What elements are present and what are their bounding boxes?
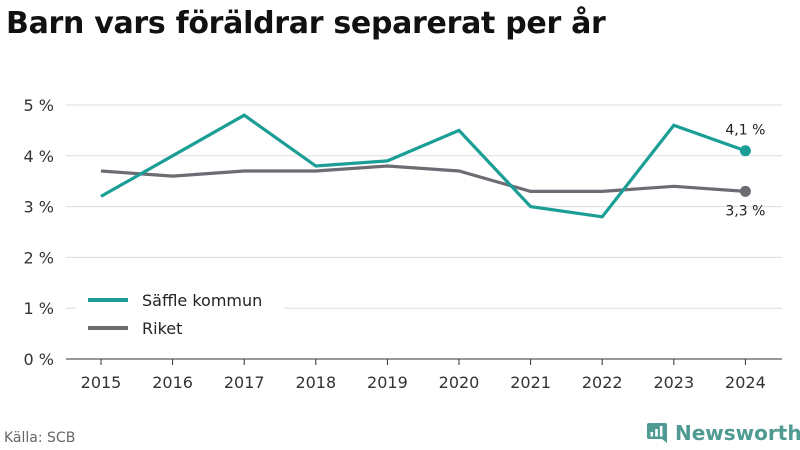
end-value-label: 4,1 %	[725, 123, 765, 139]
brand-name: Newsworthy	[675, 421, 800, 445]
x-tick-label: 2024	[725, 373, 766, 392]
x-tick-label: 2015	[81, 373, 122, 392]
x-tick-label: 2020	[439, 373, 480, 392]
x-tick-label: 2017	[224, 373, 265, 392]
source-note: Källa: SCB	[4, 430, 76, 446]
x-tick-label: 2021	[510, 373, 551, 392]
end-point	[739, 145, 751, 157]
y-tick-label: 5 %	[24, 96, 54, 115]
y-tick-label: 4 %	[24, 147, 54, 166]
brand[interactable]: Newsworthy	[645, 420, 800, 446]
y-tick-label: 3 %	[24, 198, 54, 217]
x-tick-label: 2022	[582, 373, 623, 392]
y-tick-label: 0 %	[24, 350, 54, 369]
y-tick-label: 1 %	[24, 299, 54, 318]
x-tick-label: 2019	[367, 373, 408, 392]
series-line	[100, 113, 746, 219]
legend-background	[76, 284, 284, 346]
line-chart: 0 % 1 % 2 % 3 % 4 % 5 % 2015 2016 2017 2018 2019 20…	[24, 96, 782, 392]
end-point	[739, 185, 751, 197]
x-tick-label: 2023	[653, 373, 694, 392]
chart-title: Barn vars föräldrar separerat per år	[6, 6, 606, 41]
legend-label: Säffle kommun	[142, 291, 262, 310]
series-line	[100, 164, 746, 193]
x-tick-label: 2018	[295, 373, 336, 392]
newsworthy-logo-icon	[647, 423, 667, 443]
y-tick-label: 2 %	[24, 248, 54, 267]
legend: Säffle kommun Riket	[76, 284, 284, 346]
x-tick-label: 2016	[152, 373, 193, 392]
end-value-label: 3,3 %	[725, 203, 765, 219]
legend-label: Riket	[142, 319, 182, 338]
